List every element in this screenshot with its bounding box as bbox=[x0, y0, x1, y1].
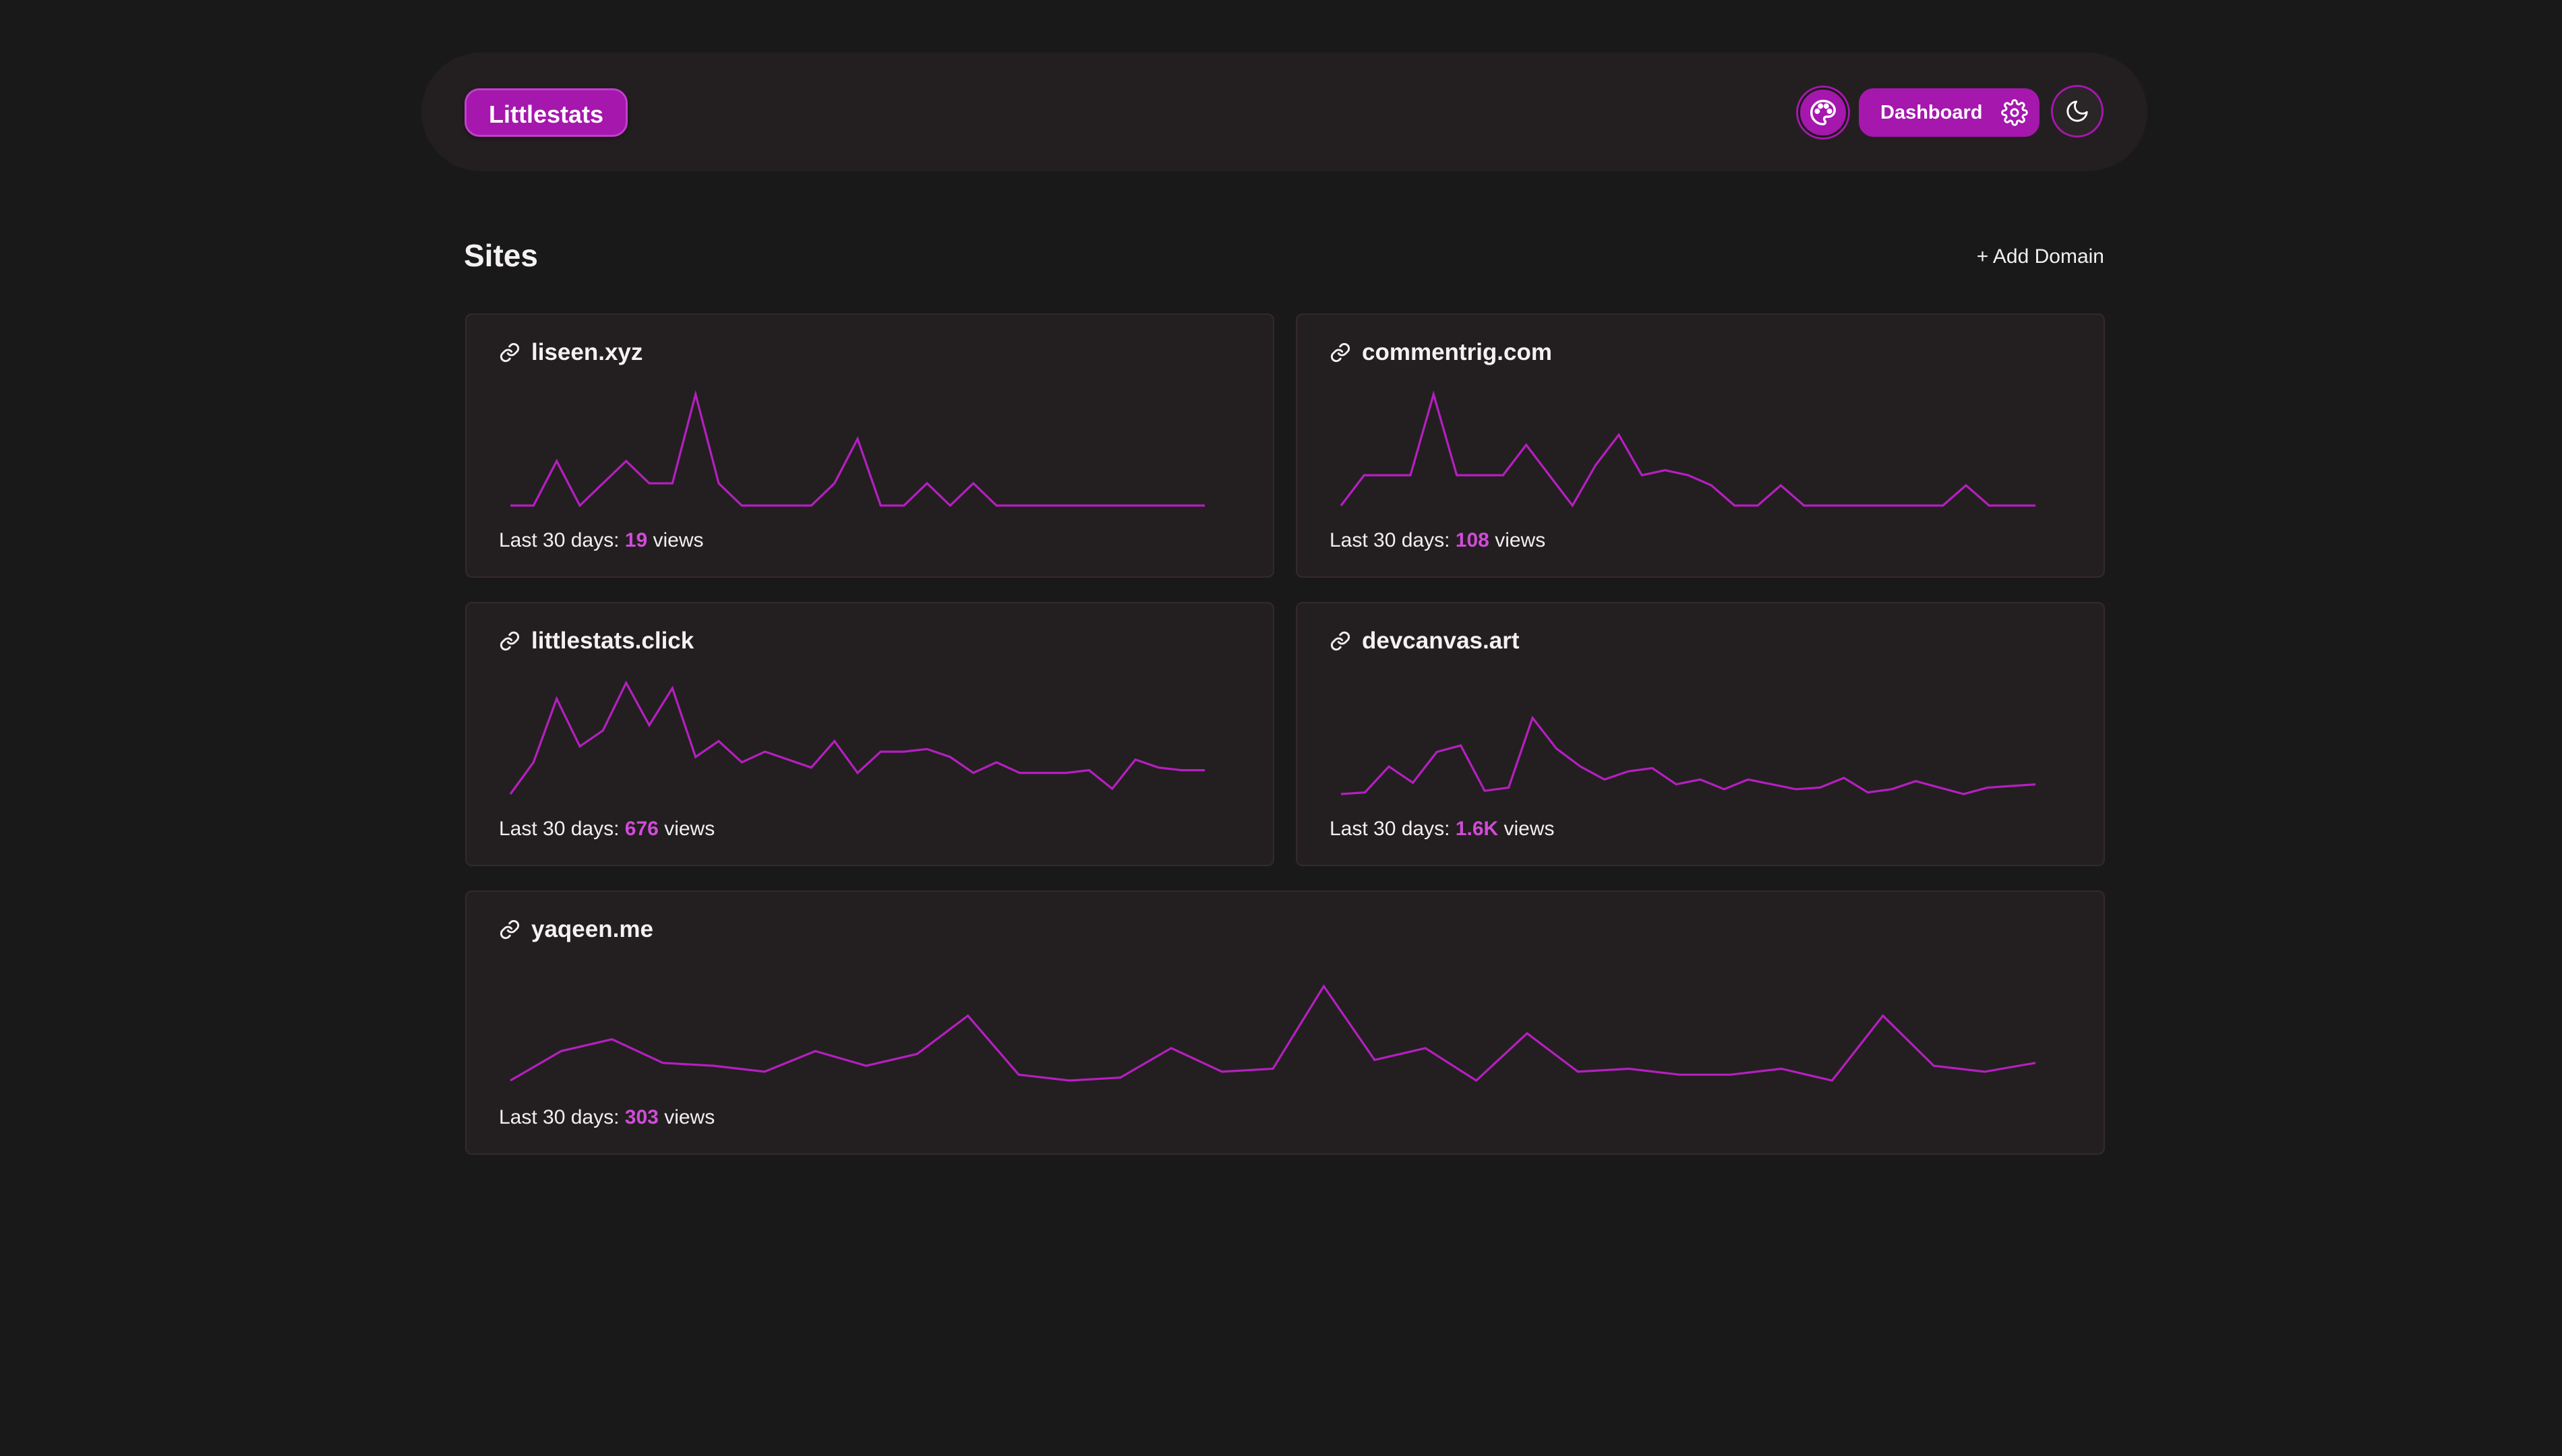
link-icon bbox=[500, 631, 520, 651]
views-summary: Last 30 days: 19 views bbox=[499, 529, 704, 552]
palette-icon bbox=[1810, 100, 1836, 125]
stats-suffix: views bbox=[1503, 818, 1555, 840]
site-name[interactable]: devcanvas.art bbox=[1330, 628, 1519, 655]
sparkline-chart bbox=[510, 390, 1205, 508]
site-domain: liseen.xyz bbox=[531, 339, 643, 365]
stats-prefix: Last 30 days: bbox=[1330, 529, 1450, 551]
site-card[interactable]: yaqeen.me Last 30 days: 303 views bbox=[465, 890, 2105, 1155]
stats-suffix: views bbox=[1495, 529, 1546, 551]
sparkline-chart bbox=[510, 984, 2036, 1083]
views-count: 303 bbox=[624, 1106, 659, 1128]
dashboard-label: Dashboard bbox=[1880, 101, 1983, 123]
sparkline-series bbox=[1340, 715, 2036, 795]
stats-prefix: Last 30 days: bbox=[499, 818, 620, 840]
views-count: 108 bbox=[1455, 529, 1489, 551]
gear-icon bbox=[2001, 99, 2029, 126]
top-nav: Littlestats Dashboard bbox=[421, 53, 2147, 171]
site-name[interactable]: liseen.xyz bbox=[499, 339, 643, 366]
views-count: 19 bbox=[624, 529, 648, 551]
stats-prefix: Last 30 days: bbox=[499, 529, 620, 551]
site-domain: littlestats.click bbox=[531, 628, 694, 654]
stats-suffix: views bbox=[653, 529, 704, 551]
views-count: 1.6K bbox=[1455, 818, 1499, 840]
theme-toggle-button[interactable] bbox=[2051, 85, 2104, 138]
site-card[interactable]: commentrig.com Last 30 days: 108 views bbox=[1296, 313, 2105, 578]
sparkline-series bbox=[1340, 390, 2035, 508]
site-card[interactable]: liseen.xyz Last 30 days: 19 views bbox=[465, 313, 1274, 578]
site-card[interactable]: devcanvas.art Last 30 days: 1.6K views bbox=[1296, 602, 2105, 866]
sparkline-series bbox=[510, 984, 2036, 1083]
palette-button[interactable] bbox=[1798, 88, 1848, 138]
dashboard-button[interactable]: Dashboard bbox=[1859, 88, 2039, 137]
brand-logo[interactable]: Littlestats bbox=[465, 88, 628, 137]
site-card[interactable]: littlestats.click Last 30 days: 676 views bbox=[465, 602, 1274, 866]
site-domain: yaqeen.me bbox=[531, 916, 653, 942]
site-name[interactable]: littlestats.click bbox=[499, 628, 694, 655]
sparkline-series bbox=[509, 680, 1205, 795]
link-icon bbox=[500, 342, 520, 363]
link-icon bbox=[500, 919, 520, 940]
site-name[interactable]: yaqeen.me bbox=[499, 916, 653, 943]
views-count: 676 bbox=[624, 818, 659, 840]
views-summary: Last 30 days: 676 views bbox=[499, 818, 715, 841]
views-summary: Last 30 days: 1.6K views bbox=[1330, 818, 1555, 841]
moon-icon bbox=[2066, 100, 2088, 122]
stats-suffix: views bbox=[664, 818, 715, 840]
stats-prefix: Last 30 days: bbox=[1330, 818, 1450, 840]
site-name[interactable]: commentrig.com bbox=[1330, 339, 1552, 366]
site-domain: devcanvas.art bbox=[1362, 628, 1520, 654]
stats-prefix: Last 30 days: bbox=[499, 1106, 620, 1128]
add-domain-link[interactable]: + Add Domain bbox=[1976, 245, 2104, 268]
stats-suffix: views bbox=[664, 1106, 715, 1128]
link-icon bbox=[1330, 342, 1350, 363]
sparkline-chart bbox=[1340, 715, 2036, 795]
sparkline-series bbox=[510, 390, 1205, 508]
site-domain: commentrig.com bbox=[1362, 339, 1552, 365]
sparkline-chart bbox=[509, 680, 1205, 795]
sparkline-chart bbox=[1340, 390, 2035, 508]
page-title: Sites bbox=[464, 238, 538, 273]
views-summary: Last 30 days: 303 views bbox=[499, 1106, 715, 1129]
views-summary: Last 30 days: 108 views bbox=[1330, 529, 1545, 552]
link-icon bbox=[1330, 631, 1350, 651]
